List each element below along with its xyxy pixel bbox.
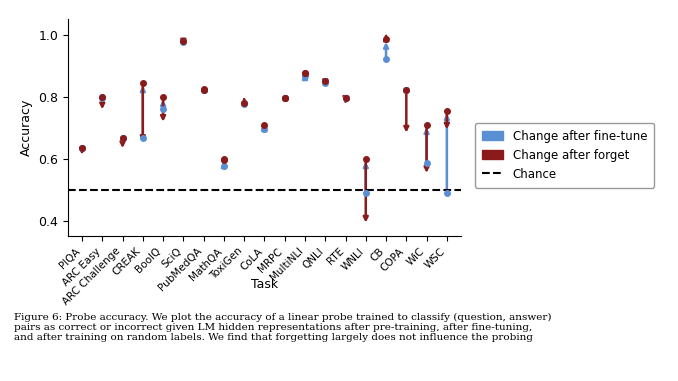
Legend: Change after fine-tune, Change after forget, Chance: Change after fine-tune, Change after for… (475, 123, 654, 188)
Y-axis label: Accuracy: Accuracy (20, 99, 33, 156)
Text: Figure 6: Probe accuracy. We plot the accuracy of a linear probe trained to clas: Figure 6: Probe accuracy. We plot the ac… (14, 312, 551, 343)
Text: Task: Task (251, 278, 278, 291)
